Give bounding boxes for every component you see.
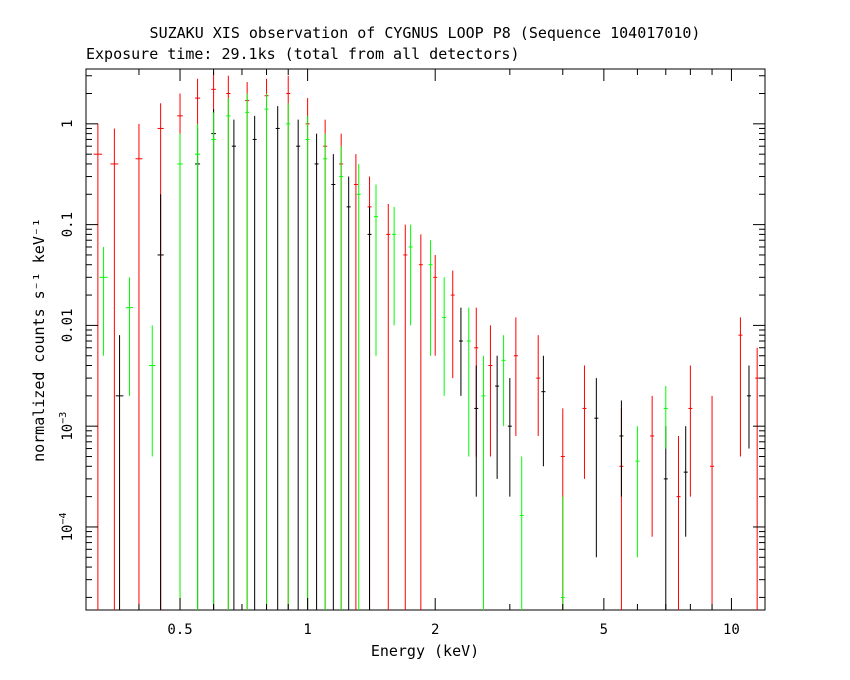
plot-frame <box>85 68 766 611</box>
data-point <box>339 146 344 610</box>
data-point <box>367 206 372 610</box>
data-point <box>331 154 336 610</box>
data-point <box>346 176 351 610</box>
y-tick-label: 1 <box>60 120 76 128</box>
data-point <box>275 106 280 610</box>
data-point <box>408 224 413 326</box>
data-point <box>286 103 291 610</box>
data-point <box>231 119 236 610</box>
data-point <box>195 123 201 610</box>
y-tick-label: 0.01 <box>60 309 76 343</box>
data-point <box>560 496 565 610</box>
data-point <box>99 246 108 356</box>
data-point <box>513 317 518 436</box>
data-point <box>746 365 751 449</box>
axis-ticks: 0.5 1 2 5 10 1 0.1 0.01 10−3 10−4 <box>58 69 765 638</box>
data-point <box>226 98 231 610</box>
x-tick-label: 1 <box>303 622 311 638</box>
data-point <box>507 378 512 497</box>
x-tick-label: 2 <box>431 622 439 638</box>
x-tick-label: 5 <box>600 622 608 638</box>
data-point <box>264 93 269 610</box>
data-point <box>386 204 391 610</box>
data-point <box>474 365 479 497</box>
data-point <box>211 112 216 610</box>
data-point <box>296 119 301 610</box>
data-marks <box>93 71 760 610</box>
data-point <box>149 325 156 457</box>
data-point <box>663 426 668 610</box>
data-point <box>252 115 257 610</box>
data-point <box>501 335 506 427</box>
data-point <box>418 234 423 610</box>
data-point <box>635 426 640 558</box>
data-point <box>305 115 310 610</box>
y-tick-label: 10−3 <box>58 412 76 441</box>
data-point <box>433 254 438 356</box>
series-0 <box>93 71 760 610</box>
data-point <box>157 194 164 610</box>
x-tick-label: 0.5 <box>167 622 192 638</box>
data-point <box>356 163 361 610</box>
data-point <box>650 395 655 537</box>
data-point <box>450 270 455 379</box>
data-point <box>466 307 471 457</box>
data-point <box>488 325 493 457</box>
data-point <box>374 184 379 356</box>
data-point <box>495 355 500 479</box>
data-point <box>582 365 587 479</box>
data-point <box>519 456 524 610</box>
data-point <box>323 133 328 610</box>
data-point <box>442 277 447 396</box>
y-tick-label: 0.1 <box>60 212 76 237</box>
data-point <box>481 355 486 610</box>
data-point <box>541 355 546 467</box>
series-2 <box>99 93 668 610</box>
data-point <box>619 400 624 497</box>
data-point <box>115 335 124 610</box>
y-axis-label: normalized counts s⁻¹ keV⁻¹ <box>30 218 48 462</box>
data-point <box>392 206 397 326</box>
data-point <box>403 224 408 610</box>
y-tick-label: 10−4 <box>58 513 76 542</box>
chart-subtitle: Exposure time: 29.1ks (total from all de… <box>86 45 519 63</box>
data-point <box>738 317 743 457</box>
data-point <box>353 154 358 610</box>
data-point <box>688 365 693 497</box>
data-point <box>93 123 103 610</box>
data-point <box>755 347 760 610</box>
data-point <box>428 240 433 356</box>
series-1 <box>115 106 751 610</box>
data-point <box>594 378 599 558</box>
data-point <box>710 395 715 610</box>
data-point <box>245 93 250 610</box>
data-point <box>125 277 134 396</box>
data-point <box>676 435 681 610</box>
data-point <box>663 386 668 449</box>
data-point <box>683 426 688 537</box>
data-point <box>314 133 319 610</box>
data-point <box>135 123 143 610</box>
chart-title: SUZAKU XIS observation of CYGNUS LOOP P8… <box>150 24 701 42</box>
x-tick-label: 10 <box>723 622 740 638</box>
data-point <box>536 335 541 436</box>
data-point <box>177 133 183 610</box>
data-point <box>458 307 463 396</box>
x-axis-label: Energy (keV) <box>371 642 479 660</box>
data-point <box>110 128 119 610</box>
